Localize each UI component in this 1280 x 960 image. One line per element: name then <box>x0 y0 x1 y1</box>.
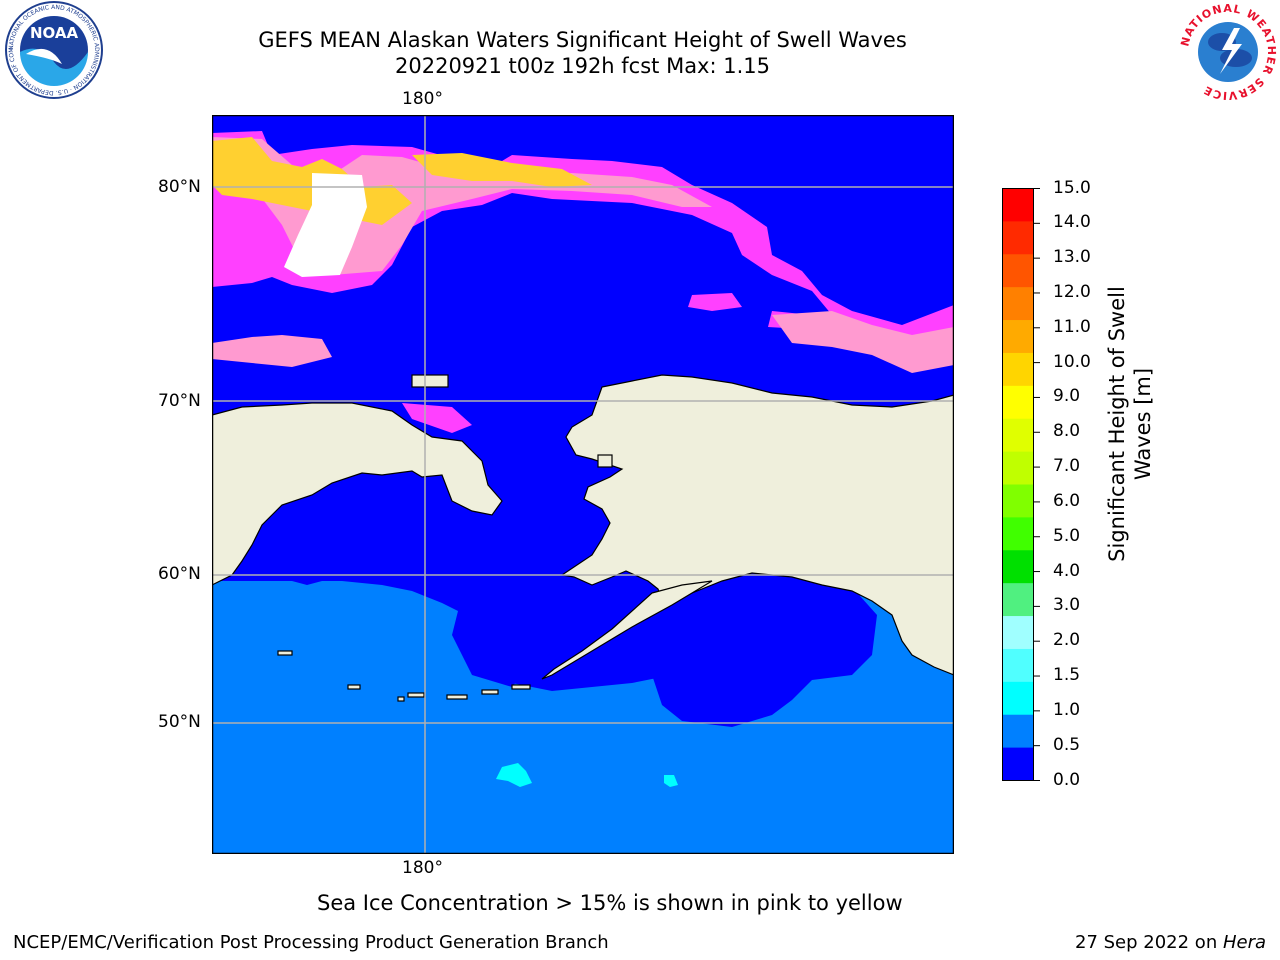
lat-label-60: 60°N <box>158 564 201 584</box>
noaa-logo-text: NOAA <box>30 24 79 42</box>
colorbar-tick-label: 11.0 <box>1053 316 1091 337</box>
colorbar-tick-label: 15.0 <box>1053 177 1091 198</box>
colorbar-segment <box>1002 648 1034 683</box>
lat-label-80: 80°N <box>158 177 201 197</box>
colorbar-segment <box>1002 287 1034 321</box>
land-siberia <box>212 402 503 586</box>
colorbar-tick-label: 14.0 <box>1053 212 1091 233</box>
lat-label-50: 50°N <box>158 712 201 732</box>
swell-zone-15-20-b <box>664 775 678 787</box>
colorbar-segment <box>1002 616 1034 650</box>
colorbar-segment <box>1002 484 1034 518</box>
sea-ice-dense-north-2 <box>412 153 592 187</box>
colorbar-segment <box>1002 451 1034 485</box>
colorbar-segment <box>1002 352 1034 387</box>
colorbar-segment <box>1002 385 1034 420</box>
colorbar-frame <box>1002 188 1034 781</box>
sea-ice-patch-west <box>212 335 332 367</box>
land-aleutian-islands <box>277 374 613 702</box>
footer-date: 27 Sep 2022 on Hera <box>1075 932 1266 953</box>
colorbar-segment <box>1002 254 1034 288</box>
lat-label-70: 70°N <box>158 391 201 411</box>
colorbar-tick-label: 5.0 <box>1053 525 1081 546</box>
colorbar-segment <box>1002 747 1034 781</box>
colorbar-title-line1: Significant Height of Swell <box>1105 286 1129 562</box>
swell-zone-00-05-bering <box>452 595 532 687</box>
lon-label-bottom: 180° <box>402 858 443 878</box>
colorbar-tick-label: 1.5 <box>1053 665 1081 686</box>
colorbar-segment <box>1002 681 1034 716</box>
colorbar-tick-label: 2.0 <box>1053 630 1081 651</box>
colorbar-segment <box>1002 188 1034 222</box>
colorbar-tick-label: 10.0 <box>1053 351 1091 372</box>
colorbar-title: Significant Height of Swell Waves [m] <box>1104 274 1156 574</box>
colorbar-segment <box>1002 550 1034 584</box>
map-frame <box>212 115 954 854</box>
footer-producer: NCEP/EMC/Verification Post Processing Pr… <box>13 932 609 953</box>
chart-subtitle: 20220921 t00z 192h fcst Max: 1.15 <box>395 54 770 78</box>
colorbar-tick-label: 7.0 <box>1053 456 1081 477</box>
swell-height-map <box>212 115 954 854</box>
colorbar-title-wrap: Significant Height of Swell Waves [m] <box>1015 286 1245 562</box>
colorbar-title-line2: Waves [m] <box>1131 367 1155 481</box>
colorbar-segment <box>1002 714 1034 749</box>
land-alaska-peninsula <box>541 580 713 680</box>
sea-ice-patch-east <box>772 311 954 373</box>
swell-zone-00-05-gulf <box>642 585 877 727</box>
sea-ice-note: Sea Ice Concentration > 15% is shown in … <box>317 891 903 915</box>
colorbar-tick-label: 1.0 <box>1053 699 1081 720</box>
sea-ice-patch-chukchi <box>402 403 472 433</box>
colorbar-tick-label: 6.0 <box>1053 490 1081 511</box>
colorbar <box>1002 188 1040 781</box>
sea-ice-open-pack <box>284 173 367 277</box>
chart-title: GEFS MEAN Alaskan Waters Significant Hei… <box>258 28 907 52</box>
colorbar-tick-label: 3.0 <box>1053 595 1081 616</box>
colorbar-segment <box>1002 517 1034 551</box>
footer-date-text: 27 Sep 2022 on <box>1075 932 1223 953</box>
colorbar-segment <box>1002 221 1034 255</box>
swell-zone-15-20-a <box>496 763 532 787</box>
colorbar-segment <box>1002 320 1034 354</box>
colorbar-tick-label: 12.0 <box>1053 281 1091 302</box>
nws-logo: NATIONAL WEATHER SERVICE <box>1178 4 1277 100</box>
colorbar-tick-label: 9.0 <box>1053 386 1081 407</box>
colorbar-tick-label: 0.0 <box>1053 769 1081 790</box>
noaa-logo: NATIONAL OCEANIC AND ATMOSPHERIC ADMINIS… <box>4 0 103 99</box>
colorbar-tick-label: 13.0 <box>1053 247 1091 268</box>
sea-ice-patch-mid <box>688 293 742 311</box>
lon-label-top: 180° <box>402 89 443 109</box>
colorbar-tick-label: 8.0 <box>1053 421 1081 442</box>
colorbar-segment <box>1002 418 1034 453</box>
footer-host: Hera <box>1222 932 1266 953</box>
map-gridlines <box>212 115 954 854</box>
colorbar-tick-label: 0.5 <box>1053 734 1081 755</box>
colorbar-tick-label: 4.0 <box>1053 560 1081 581</box>
colorbar-segment <box>1002 583 1034 617</box>
